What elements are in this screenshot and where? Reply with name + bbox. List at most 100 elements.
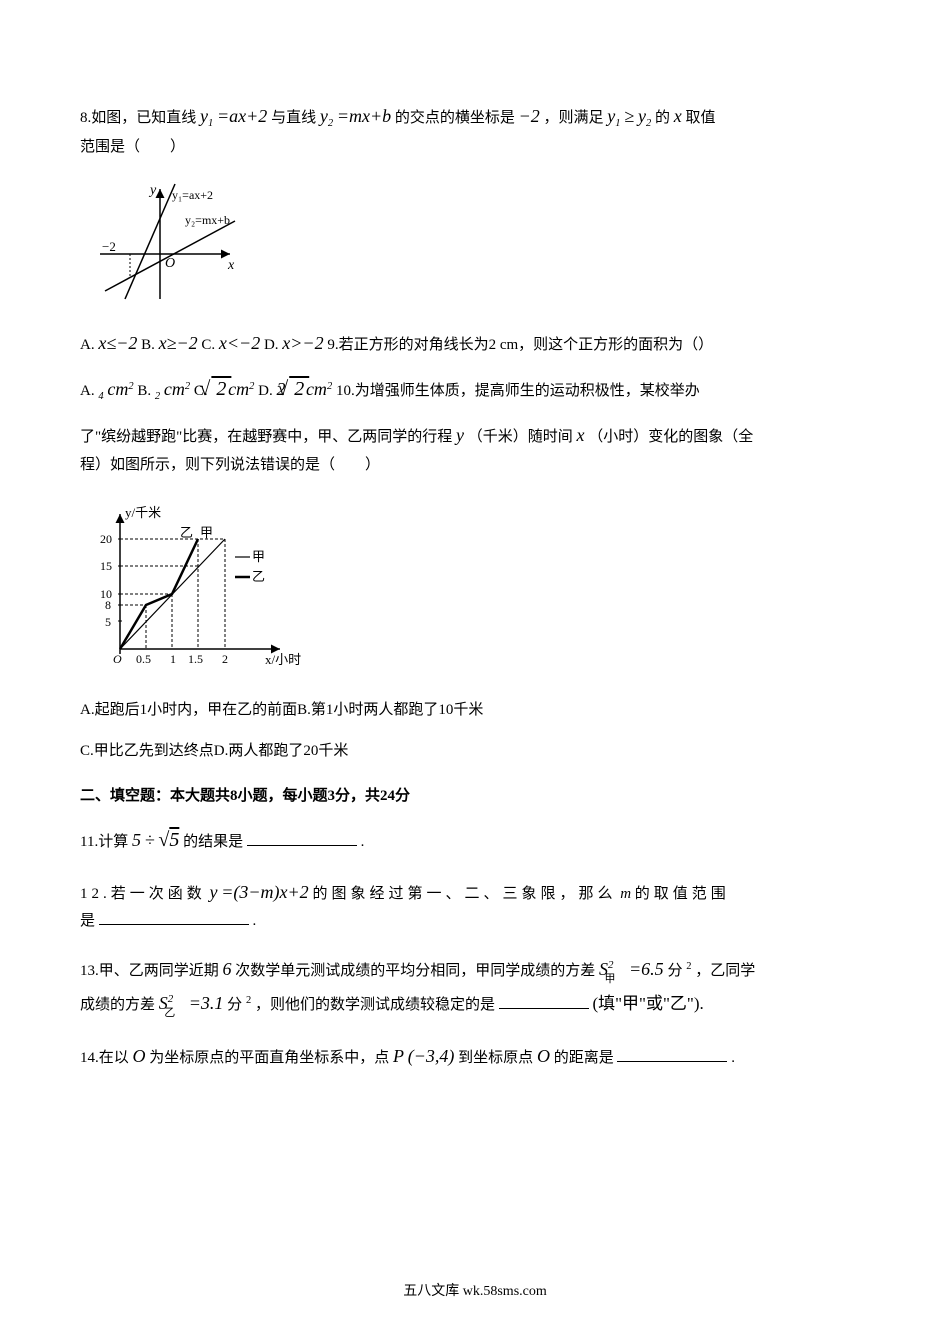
q13-S1-top: 2 <box>608 959 614 971</box>
q9-b-2: 2 <box>155 391 160 402</box>
q8-sub2: 2 <box>328 118 333 129</box>
q8-graph-y-label: y <box>148 183 157 198</box>
q8-graph: y x O y₁=ax+2 y₂=mx+b −2 <box>80 179 260 309</box>
q8-neg2: −2 <box>519 106 540 126</box>
q10-line3: 程）如图所示，则下列说法错误的是（ ） <box>80 452 870 479</box>
q10-yi-char: 乙 <box>180 525 193 540</box>
q11-period: . <box>361 834 365 850</box>
q14-period: . <box>731 1050 735 1066</box>
q14-P: P <box>393 1046 404 1066</box>
q8-text-6: 取值 <box>685 110 715 126</box>
q12-blank <box>99 910 249 925</box>
q13-unit2: 分 <box>227 997 242 1013</box>
q8-x: x <box>674 106 682 126</box>
q14-O2: O <box>537 1046 550 1066</box>
q14-tail: 的距离是 <box>554 1050 614 1066</box>
q13-unit1: 分 <box>667 963 682 979</box>
question-13: 13.甲、乙两同学近期 6 次数学单元测试成绩的平均分相同，甲同学成绩的方差 S… <box>80 953 870 1022</box>
q8-graph-line1-label: y₁=ax+2 <box>172 188 213 202</box>
q13-S2-top: 2 <box>168 993 174 1005</box>
q10-y: y <box>456 425 464 445</box>
q10-options: A.起跑后1小时内，甲在乙的前面B.第1小时两人都跑了10千米 C.甲比乙先到达… <box>80 697 870 765</box>
q8-optC-val: x<−2 <box>219 333 260 353</box>
q13-eq2: =3.1 <box>189 993 224 1013</box>
q13-six: 6 <box>223 959 232 979</box>
q13-tail1: ，乙同学 <box>695 963 755 979</box>
q9-d-cm: cm <box>306 379 327 399</box>
q13-eq1: =6.5 <box>629 959 664 979</box>
q10-ytick-20: 20 <box>100 532 112 546</box>
q13-sq2: 2 <box>246 995 251 1006</box>
q8-text-5: 的 <box>655 110 670 126</box>
q8-optB-label: B. <box>141 337 155 353</box>
q9-c-sq: 2 <box>249 381 254 392</box>
q13-line2a: 成绩的方差 <box>80 997 155 1013</box>
q10-xtick-1: 1 <box>170 652 176 666</box>
q9-a-4: 4 <box>98 391 103 402</box>
q8-ge: ≥ <box>624 106 634 126</box>
q10-line1: 10.为增强师生体质，提高师生的运动积极性，某校举办 <box>336 383 700 399</box>
q9-d-sq: 2 <box>327 381 332 392</box>
q13-sq1: 2 <box>686 961 691 972</box>
q8-line2: 范围是（ ） <box>80 139 185 155</box>
q13-mid1: 次数学单元测试成绩的平均分相同，甲同学成绩的方差 <box>235 963 595 979</box>
q10-xtick-2: 2 <box>222 652 228 666</box>
q10-line2a: 了"缤纷越野跑"比赛，在越野赛中，甲、乙两同学的行程 <box>80 429 452 445</box>
q8-optB-val: x≥−2 <box>159 333 198 353</box>
q9-a-cm: cm <box>107 379 128 399</box>
q10-jia-char: 甲 <box>200 525 213 540</box>
q10-xtick-15: 1.5 <box>188 652 203 666</box>
q8-optA-label: A. <box>80 337 95 353</box>
question-12: 12.若一次函数 y =(3−m)x+2 的图象经过第一、二、三象限，那么 m … <box>80 876 870 935</box>
q9-a-sq: 2 <box>128 381 133 392</box>
q14-mid2: 到坐标原点 <box>458 1050 533 1066</box>
q11-5: 5 <box>132 830 141 850</box>
q14-prefix: 14.在以 <box>80 1050 129 1066</box>
q8-eq2: =mx+b <box>337 106 391 126</box>
q10-ytick-15: 15 <box>100 559 112 573</box>
q12-mid: 的图象经过第一、二、三象限，那么 <box>312 886 616 902</box>
q10-line2: 了"缤纷越野跑"比赛，在越野赛中，甲、乙两同学的行程 y （千米）随时间 x （… <box>80 419 870 451</box>
question-11: 11.计算 5 ÷ √5 的结果是 . <box>80 822 870 858</box>
q8-text-3: 的交点的横坐标是 <box>395 110 515 126</box>
q8-eq1: =ax+2 <box>217 106 267 126</box>
q8-graph-line2-label: y₂=mx+b <box>185 213 230 227</box>
q10-x-axis-label: x/小时 <box>265 652 301 667</box>
q9-b-sq: 2 <box>185 381 190 392</box>
q8-y2b: y <box>638 106 646 126</box>
q10-ytick-5: 5 <box>105 615 111 629</box>
q14-coords: (−3,4) <box>408 1046 455 1066</box>
q8-optA-val: x≤−2 <box>98 333 137 353</box>
q10-optC: C.甲比乙先到达终点D.两人都跑了20千米 <box>80 738 870 765</box>
q12-tail: 的取值范围 <box>635 886 730 902</box>
section-2-title: 二、填空题：本大题共8小题，每小题3分，共24分 <box>80 783 870 810</box>
q12-eq: =(3−m)x+2 <box>221 882 308 902</box>
q8-y2: y <box>320 106 328 126</box>
q10-optA: A.起跑后1小时内，甲在乙的前面B.第1小时两人都跑了10千米 <box>80 697 870 724</box>
q13-blank <box>499 994 589 1009</box>
q11-div: ÷ <box>145 830 155 850</box>
q10-xtick-05: 0.5 <box>136 652 151 666</box>
q8-sub1b: 1 <box>615 118 620 129</box>
q14-O: O <box>133 1046 146 1066</box>
q8-graph-x-label: x <box>227 258 235 273</box>
q9-optB-label: B. <box>137 383 151 399</box>
q10-xtick-O: O <box>113 652 122 666</box>
q8-y1: y <box>200 106 208 126</box>
q9-optA-label: A. <box>80 383 95 399</box>
q8-optD-val: x>−2 <box>282 333 323 353</box>
q10-legend-yi: 乙 <box>252 569 265 584</box>
q13-S2-bot: 乙 <box>164 1007 175 1019</box>
q12-period: . <box>253 913 257 929</box>
q8-options-q9: A. x≤−2 B. x≥−2 C. x<−2 D. x>−2 9.若正方形的对… <box>80 327 870 359</box>
q10-x: x <box>577 425 585 445</box>
q8-text-2: 与直线 <box>271 110 316 126</box>
q12-m: m <box>620 886 631 902</box>
q13-prefix: 13.甲、乙两同学近期 <box>80 963 219 979</box>
q9-c-cm: cm <box>228 379 249 399</box>
q14-mid1: 为坐标原点的平面直角坐标系中，点 <box>149 1050 389 1066</box>
q10-legend-jia: 甲 <box>252 549 265 564</box>
q12-line2a: 是 <box>80 913 95 929</box>
q10-line2c: （小时）变化的图象（全 <box>588 429 753 445</box>
q12-y: y <box>210 882 218 902</box>
